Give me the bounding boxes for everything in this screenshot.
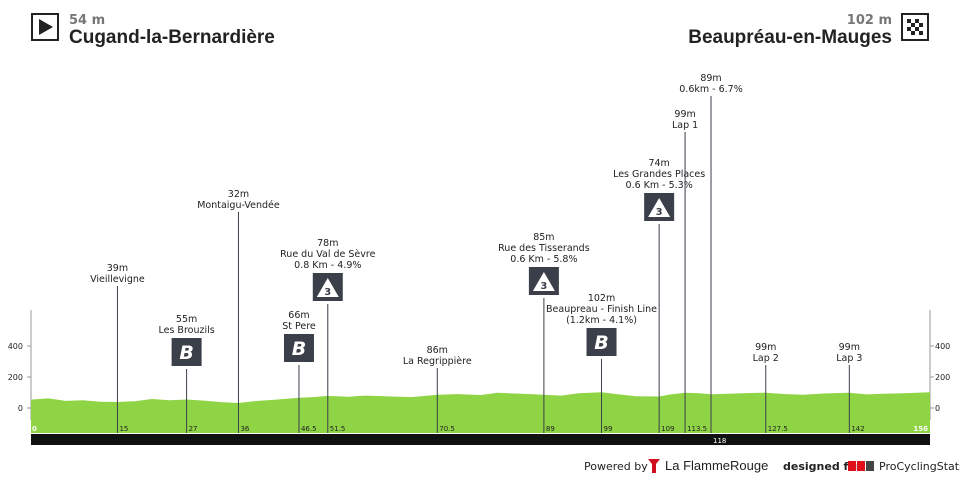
marker-label: Lap 1 (672, 120, 698, 131)
marker-label: Montaigu-Vendée (197, 200, 280, 211)
play-triangle (39, 19, 53, 35)
distance-tick-label: 51.5 (330, 425, 346, 433)
distance-tick-label: 46.5 (301, 425, 317, 433)
marker-label: Rue des Tisserands (498, 243, 590, 254)
climb-category-label: 3 (540, 281, 547, 292)
start-location: Cugand-la-Bernardière (69, 27, 275, 48)
marker-label: 0.6km - 6.7% (679, 84, 742, 95)
marker-elevation: 39m (107, 263, 128, 274)
distance-tick-label: 27 (189, 425, 198, 433)
marker-elevation: 99m (839, 342, 860, 353)
marker-label: 0.6 Km - 5.8% (510, 254, 577, 265)
marker-elevation: 74m (648, 158, 669, 169)
play-flag-icon (31, 13, 59, 41)
marker-elevation: 86m (427, 345, 448, 356)
marker-elevation: 66m (288, 310, 309, 321)
start-elevation: 54 m (69, 13, 106, 28)
marker-elevation: 78m (317, 238, 338, 249)
distance-tick-label: 99 (604, 425, 613, 433)
la-flamme-rouge-brand: La FlammeRouge (665, 458, 769, 473)
marker-label: Lap 2 (753, 353, 779, 364)
procyclingstats-brand: ProCyclingStats (879, 460, 960, 473)
marker-badge (283, 334, 314, 362)
marker-label: Rue du Val de Sèvre (280, 249, 375, 260)
flame-rouge-icon (648, 459, 660, 473)
right-y-tick-label: 0 (935, 404, 940, 413)
bonus-sprint-badge: B (292, 338, 306, 360)
finish-elevation: 102 m (846, 13, 892, 28)
marker-elevation: 89m (700, 73, 721, 84)
distance-tick-label: 113.5 (687, 425, 707, 433)
climb-category-badge (648, 198, 671, 217)
marker-label: Beaupreau - Finish Line (546, 304, 657, 315)
marker-elevation: 102m (588, 293, 615, 304)
distance-tick-label: 142 (851, 425, 864, 433)
distance-tick-label: 109 (661, 425, 674, 433)
marker-elevation: 99m (674, 109, 695, 120)
designed-for-text: designed for (783, 460, 862, 473)
climb-category-label: 3 (656, 207, 663, 218)
right-y-tick-label: 400 (935, 342, 950, 351)
distance-tick-label: 127.5 (768, 425, 788, 433)
distance-baseline (31, 434, 930, 445)
climb-category-badge (316, 278, 339, 297)
left-y-tick-label: 200 (8, 373, 23, 382)
distance-tick-label: 70.5 (439, 425, 455, 433)
climb-category-badge (532, 272, 555, 291)
powered-by-text: Powered by (584, 460, 648, 473)
marker-elevation: 55m (176, 314, 197, 325)
marker-label: St Pere (282, 321, 316, 332)
pcs-logo (848, 461, 874, 471)
marker-elevation: 99m (755, 342, 776, 353)
distance-tick-label: 15 (119, 425, 128, 433)
distance-tick-label: 156 (913, 425, 928, 433)
left-y-tick-label: 0 (18, 404, 23, 413)
marker-label: (1.2km - 4.1%) (566, 315, 637, 326)
distance-tick-label: 0 (32, 425, 37, 433)
climb-category-label: 3 (324, 287, 331, 298)
distance-tick-label: 89 (546, 425, 555, 433)
bonus-sprint-badge: B (179, 342, 193, 364)
stage-profile-chart: 400 200 0 400 200 0 0 15 27 36 46.5 51.5 70.5 89 99 109… (8, 73, 950, 445)
marker-elevation: 32m (228, 189, 249, 200)
marker-label: 0.8 Km - 4.9% (294, 260, 361, 271)
right-y-tick-label: 200 (935, 373, 950, 382)
marker-label: Les Grandes Places (613, 169, 705, 180)
marker-elevation: 85m (533, 232, 554, 243)
marker-badge (171, 338, 202, 366)
checkered-pattern (907, 19, 923, 35)
bonus-sprint-badge: B (594, 332, 608, 354)
left-y-tick-label: 400 (8, 342, 23, 351)
marker-label: Vieillevigne (90, 274, 145, 285)
distance-tick-label: 36 (240, 425, 249, 433)
marker-label: La Regrippière (403, 356, 472, 367)
finish-location: Beaupréau-en-Mauges (688, 27, 892, 48)
distance-tick-label: 118 (713, 437, 726, 445)
checkered-flag-icon (901, 13, 929, 41)
marker-label: 0.6 Km - 5.3% (626, 180, 693, 191)
marker-badge (586, 328, 617, 356)
marker-label: Les Brouzils (158, 325, 214, 336)
marker-label: Lap 3 (836, 353, 862, 364)
elevation-profile-area (31, 392, 930, 433)
